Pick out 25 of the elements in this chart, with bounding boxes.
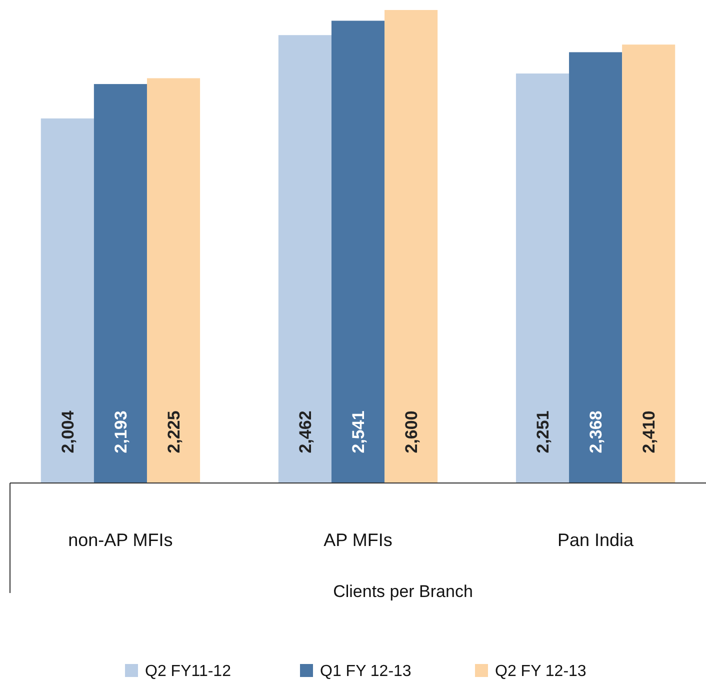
- data-label: 2,600: [402, 410, 422, 454]
- data-label: 2,368: [586, 410, 606, 454]
- bar: [569, 52, 622, 483]
- data-label: 2,004: [58, 410, 78, 454]
- legend-label: Q2 FY11-12: [145, 663, 232, 680]
- legend-label: Q1 FY 12-13: [320, 663, 412, 680]
- bar: [622, 44, 676, 483]
- bar: [146, 78, 200, 483]
- bar: [94, 84, 147, 483]
- bar: [40, 118, 94, 483]
- x-tick-label: Pan India: [558, 530, 635, 550]
- bar: [278, 35, 332, 483]
- legend-label: Q2 FY 12-13: [495, 663, 586, 680]
- x-tick-label: AP MFIs: [324, 530, 392, 550]
- bar: [384, 10, 438, 483]
- x-axis-title: Clients per Branch: [333, 582, 473, 601]
- bar: [331, 20, 385, 483]
- data-label: 2,193: [111, 410, 130, 454]
- data-label: 2,251: [533, 410, 552, 454]
- data-label: 2,410: [640, 410, 659, 454]
- x-tick-label: non-AP MFIs: [68, 530, 173, 550]
- bar: [516, 73, 570, 483]
- data-label: 2,225: [164, 410, 184, 454]
- data-label: 2,462: [296, 410, 315, 454]
- data-label: 2,541: [349, 410, 368, 454]
